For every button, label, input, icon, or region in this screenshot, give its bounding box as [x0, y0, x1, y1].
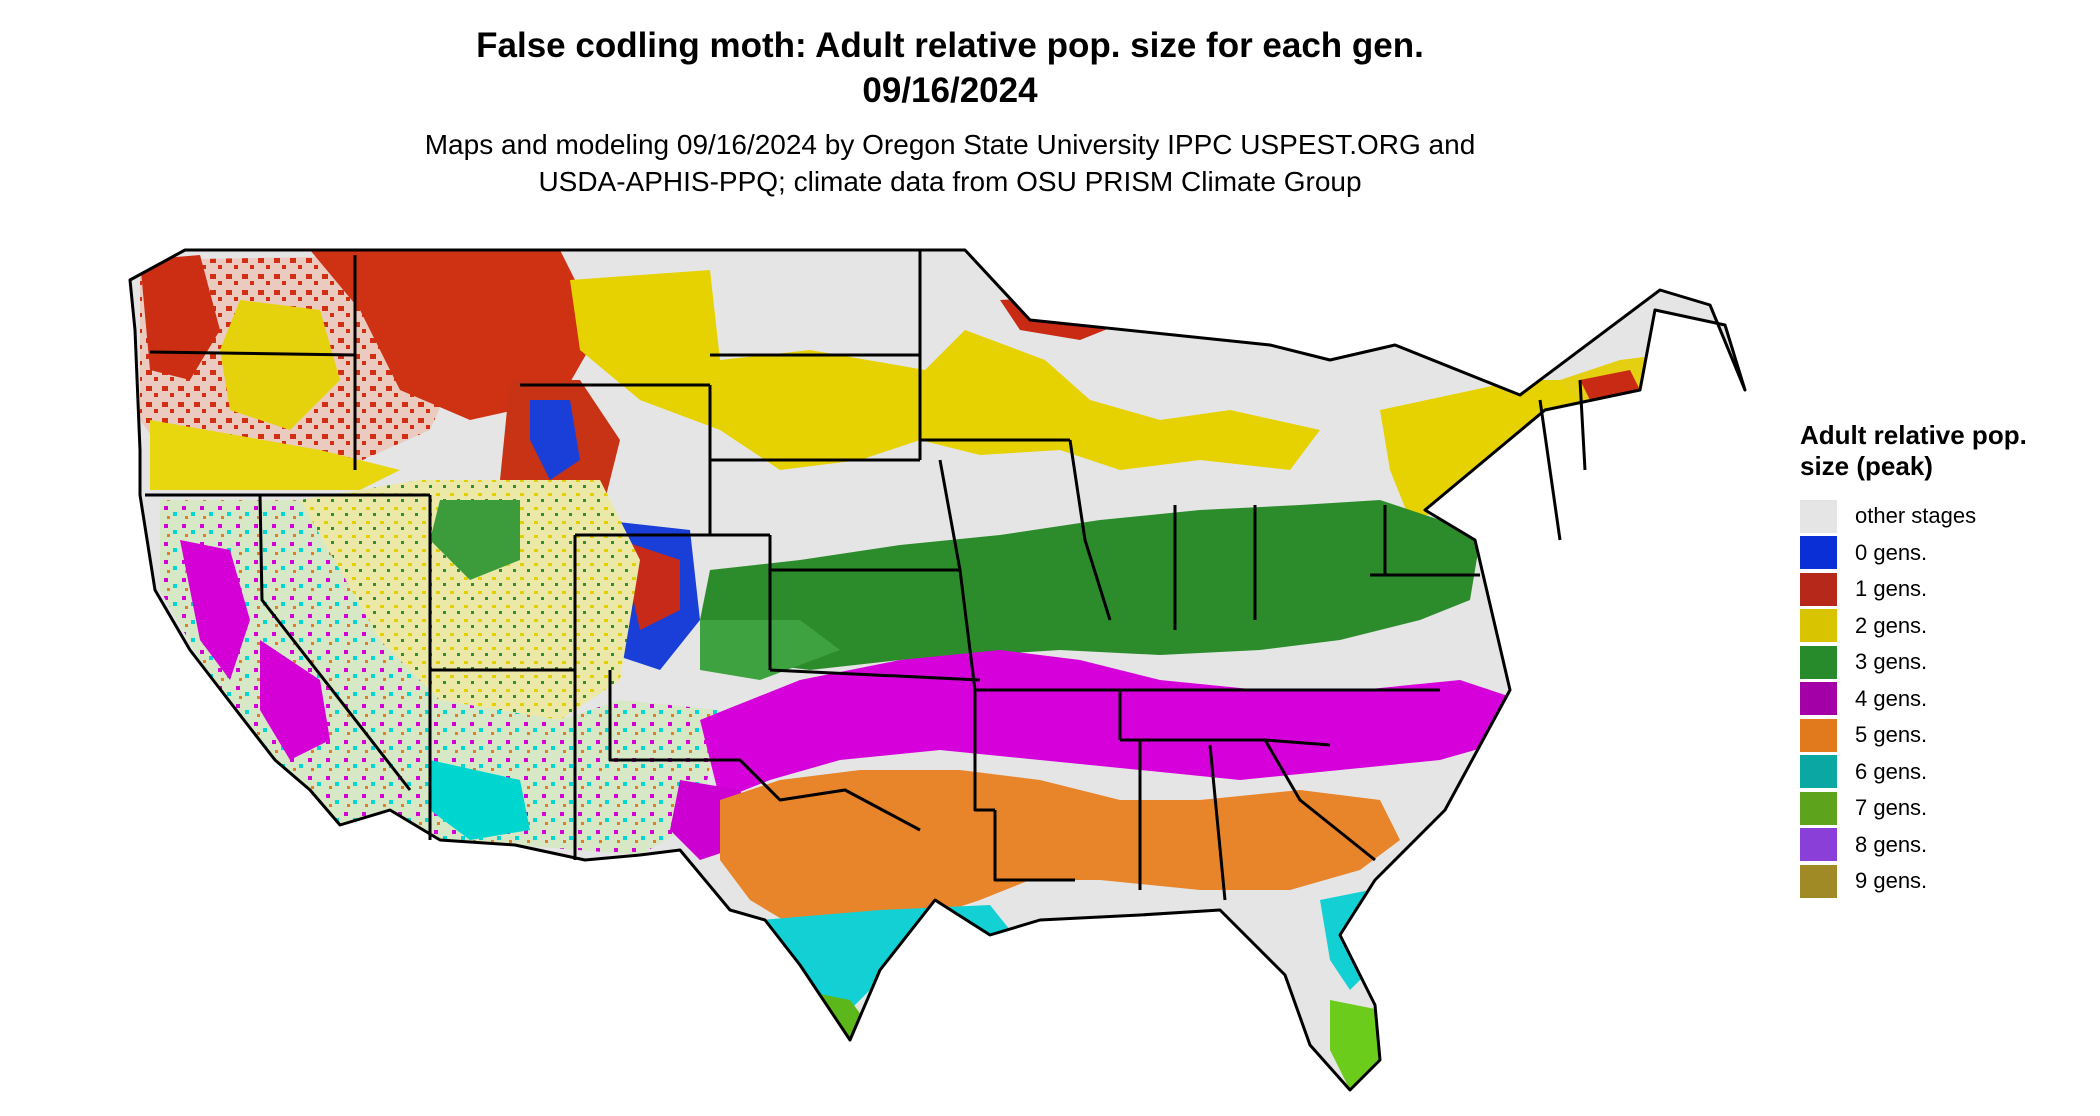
legend-item: 4 gens.	[1800, 681, 2090, 718]
legend-item: 3 gens.	[1800, 644, 2090, 681]
legend-item: 1 gens.	[1800, 571, 2090, 608]
legend-swatch	[1800, 682, 1837, 716]
legend-label: 4 gens.	[1855, 685, 1928, 711]
legend-item: 8 gens.	[1800, 827, 2090, 864]
legend: Adult relative pop. size (peak) other st…	[1800, 420, 2090, 900]
legend-swatch	[1800, 536, 1837, 570]
legend-swatch	[1800, 645, 1837, 679]
legend-label: other stages	[1855, 503, 1977, 529]
legend-item: other stages	[1800, 498, 2090, 535]
legend-label: 7 gens.	[1855, 795, 1928, 821]
legend-title: Adult relative pop. size (peak)	[1800, 420, 2027, 481]
legend-swatch	[1800, 718, 1837, 752]
legend-item: 7 gens.	[1800, 790, 2090, 827]
legend-items: other stages 0 gens. 1 gens. 2 gens. 3 gens.…	[1800, 498, 2090, 900]
legend-item: 0 gens.	[1800, 535, 2090, 572]
map-credit-line-2: USDA-APHIS-PPQ; climate data from OSU PR…	[538, 166, 1362, 197]
legend-item: 6 gens.	[1800, 754, 2090, 791]
legend-item: 2 gens.	[1800, 608, 2090, 645]
legend-label: 2 gens.	[1855, 612, 1928, 638]
map-credit-line-1: Maps and modeling 09/16/2024 by Oregon S…	[424, 129, 1476, 160]
legend-swatch	[1800, 791, 1837, 825]
legend-swatch	[1800, 755, 1837, 789]
legend-label: 6 gens.	[1855, 758, 1928, 784]
legend-swatch	[1800, 828, 1837, 862]
legend-swatch	[1800, 609, 1837, 643]
legend-label: 9 gens.	[1855, 868, 1928, 894]
legend-item: 5 gens.	[1800, 717, 2090, 754]
legend-item: 9 gens.	[1800, 863, 2090, 900]
legend-label: 1 gens.	[1855, 576, 1928, 602]
legend-label: 8 gens.	[1855, 831, 1928, 857]
legend-swatch	[1800, 864, 1837, 898]
legend-label: 5 gens.	[1855, 722, 1928, 748]
map-title: False codling moth: Adult relative pop. …	[476, 26, 1424, 65]
map-date: 09/16/2024	[862, 71, 1038, 110]
legend-label: 3 gens.	[1855, 649, 1928, 675]
legend-swatch	[1800, 572, 1837, 606]
legend-label: 0 gens.	[1855, 539, 1928, 565]
legend-swatch	[1800, 499, 1837, 533]
